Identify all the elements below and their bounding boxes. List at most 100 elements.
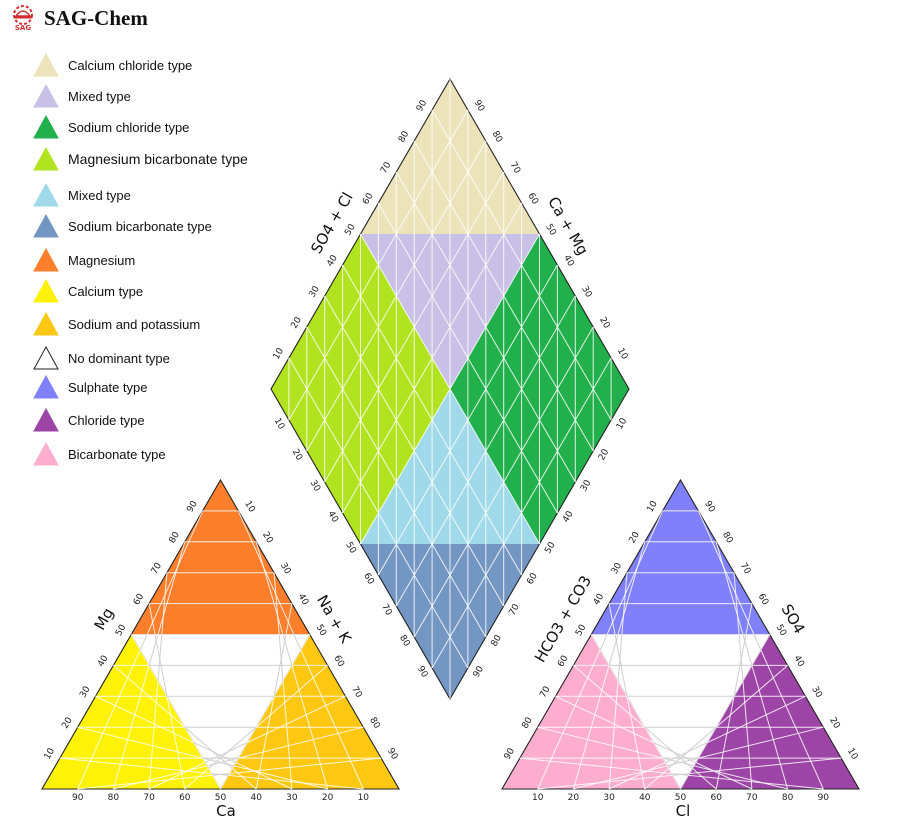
bicarbonate-region [502, 634, 681, 789]
no-dominant-region [131, 634, 310, 789]
tick-label: 40 [561, 509, 576, 524]
tick-label: 10 [43, 746, 58, 761]
anion-bottom-axis-label: Cl [676, 802, 691, 820]
legend-swatch-triangle-icon [33, 83, 59, 108]
legend-item: Calcium type [32, 278, 292, 304]
brand-name: SAG-Chem [44, 5, 148, 30]
cation-left-axis-label: Mg [91, 605, 118, 633]
tick-label: 40 [250, 793, 262, 803]
tick-label: 30 [603, 793, 615, 803]
tick-label: 90 [186, 499, 201, 514]
tick-label: 70 [150, 561, 165, 576]
tick-label: 30 [286, 793, 298, 803]
tick-label: 90 [385, 747, 400, 762]
tick-label: 50 [343, 222, 358, 237]
tick-label: 50 [675, 793, 687, 803]
tick-label: 70 [508, 602, 523, 617]
legend-label: Sulphate type [68, 379, 148, 395]
tick-label: 60 [361, 572, 376, 587]
sulphate-region [591, 480, 770, 635]
app-header: SAG SAG-Chem [8, 2, 148, 34]
tick-label: 40 [296, 592, 311, 607]
legend-label: Calcium chloride type [68, 57, 193, 73]
tick-label: 90 [415, 98, 430, 113]
legend-label: Magnesium bicarbonate type [68, 151, 248, 167]
tick-label: 20 [597, 447, 612, 462]
anion-triangle-grid [519, 510, 842, 790]
grid-line [131, 634, 221, 789]
sodium-potassium-region [220, 634, 399, 789]
tick-label: 80 [397, 129, 412, 144]
legend-label: Chloride type [68, 412, 145, 428]
grid-line [697, 510, 824, 790]
tick-label: 80 [782, 793, 794, 803]
tick-label: 40 [592, 592, 607, 607]
tick-label: 20 [827, 716, 842, 731]
legend-label: Sodium bicarbonate type [68, 218, 212, 234]
tick-label: 10 [272, 346, 287, 361]
legend-swatch-triangle-icon [33, 345, 59, 370]
grid-line [555, 695, 753, 790]
tick-label: 90 [818, 793, 830, 803]
legend-item: Calcium chloride type [32, 52, 292, 78]
legend-item: Sulphate type [32, 374, 292, 400]
tick-label: 20 [628, 530, 643, 545]
magnesium-region [131, 480, 310, 635]
tick-label: 10 [242, 499, 257, 514]
tick-label: 50 [343, 541, 358, 556]
tick-label: 20 [322, 793, 334, 803]
tick-label: 20 [597, 316, 612, 331]
grid-line [255, 541, 329, 790]
legend-swatch-triangle-icon [33, 114, 59, 139]
tick-label: 30 [579, 285, 594, 300]
tick-label: 80 [108, 793, 120, 803]
tick-label: 30 [278, 561, 293, 576]
legend-swatch-triangle-icon [33, 146, 59, 171]
cation-triangle [41, 478, 400, 790]
legend-item: Sodium and potassium [32, 311, 292, 337]
tick-label: 90 [702, 499, 717, 514]
legend-swatch-triangle-icon [33, 374, 59, 399]
tick-label: 10 [615, 347, 630, 362]
legend-label: Calcium type [68, 283, 144, 299]
tick-label: 80 [720, 530, 735, 545]
legend-swatch-triangle-icon [33, 213, 59, 238]
tick-label: 70 [738, 561, 753, 576]
legend-label: Sodium chloride type [68, 119, 190, 135]
tick-label: 20 [290, 315, 305, 330]
diamond-grid [288, 79, 612, 699]
tick-label: 40 [639, 793, 651, 803]
legend-label: Bicarbonate type [68, 446, 166, 462]
grid-line [591, 634, 681, 789]
cation-right-axis-label: Na + K [313, 592, 355, 647]
grid-line [715, 541, 789, 790]
tick-label: 30 [308, 479, 323, 494]
legend-item: Sodium chloride type [32, 114, 292, 140]
tick-label: 30 [78, 685, 93, 700]
tick-label: 80 [397, 634, 412, 649]
tick-label: 80 [521, 716, 536, 731]
tick-label: 50 [543, 540, 558, 555]
legend-item: Mixed type [32, 83, 292, 109]
legend-item: Bicarbonate type [32, 441, 292, 467]
tick-label: 80 [490, 130, 505, 145]
tick-label: 20 [290, 448, 305, 463]
tick-label: 10 [272, 417, 287, 432]
tick-label: 30 [610, 561, 625, 576]
tick-label: 90 [72, 793, 84, 803]
tick-label: 40 [561, 254, 576, 269]
grid-line [237, 634, 310, 789]
legend-swatch-triangle-icon [33, 441, 59, 466]
tick-label: 10 [615, 416, 630, 431]
tick-label: 50 [774, 623, 789, 638]
tick-label: 10 [845, 747, 860, 762]
tick-label: 90 [415, 665, 430, 680]
grid-line [113, 665, 257, 790]
hardhat-gear-icon: SAG [13, 5, 33, 32]
tick-label: 70 [379, 160, 394, 175]
tick-label: 60 [556, 654, 571, 669]
calcium-region [42, 634, 221, 789]
legend-swatch-triangle-icon [33, 311, 59, 336]
tick-label: 20 [61, 716, 76, 731]
tick-label: 50 [543, 223, 558, 238]
